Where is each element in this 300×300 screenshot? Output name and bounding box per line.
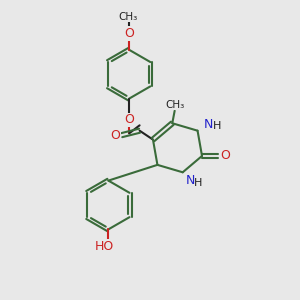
Text: CH₃: CH₃ xyxy=(118,11,137,22)
Text: O: O xyxy=(124,27,134,40)
Text: N: N xyxy=(204,118,214,130)
Text: O: O xyxy=(220,149,230,162)
Text: HO: HO xyxy=(94,240,114,253)
Text: O: O xyxy=(124,113,134,127)
Text: H: H xyxy=(212,121,221,131)
Text: CH₃: CH₃ xyxy=(166,100,185,110)
Text: O: O xyxy=(110,129,120,142)
Text: N: N xyxy=(186,174,195,187)
Text: H: H xyxy=(194,178,202,188)
